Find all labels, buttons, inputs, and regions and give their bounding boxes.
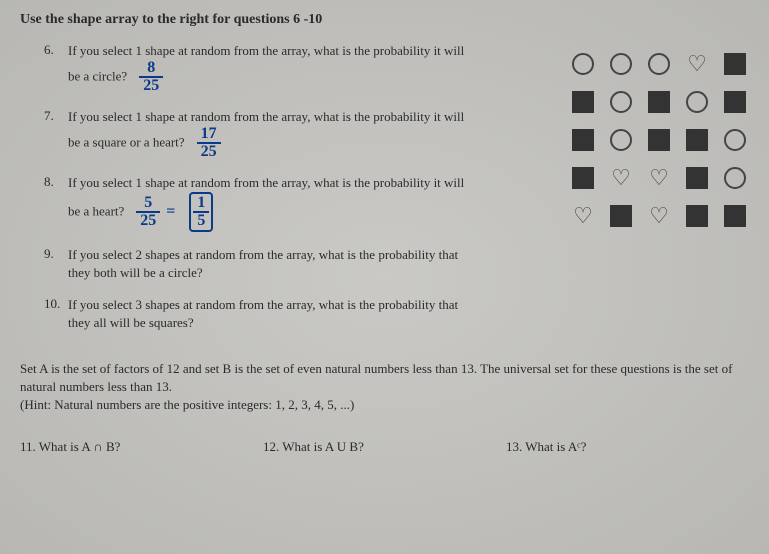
q9-text: If you select 2 shapes at random from th…: [68, 247, 458, 280]
shape-heart: ♡: [647, 204, 671, 228]
section-header: Use the shape array to the right for que…: [20, 12, 749, 28]
shape-heart: ♡: [685, 52, 709, 76]
set-hint: (Hint: Natural numbers are the positive …: [20, 396, 749, 414]
shape-square: [571, 90, 595, 114]
shape-circle: [609, 52, 633, 76]
shape-square: [723, 52, 747, 76]
q8-answer-2: 1 5: [189, 192, 213, 232]
shape-array: ♡ ♡ ♡ ♡ ♡: [571, 52, 753, 234]
q7-text: If you select 1 shape at random from the…: [68, 109, 464, 150]
q9-number: 9.: [44, 246, 64, 262]
q6-text: If you select 1 shape at random from the…: [68, 43, 464, 84]
shape-circle: [609, 128, 633, 152]
shape-square: [609, 204, 633, 228]
shape-square: [647, 90, 671, 114]
shape-square: [723, 90, 747, 114]
q10-text: If you select 3 shapes at random from th…: [68, 297, 458, 330]
q7-answer: 17 25: [197, 126, 221, 160]
shape-heart: ♡: [609, 166, 633, 190]
question-11: 11. What is A ∩ B?: [20, 439, 263, 455]
shape-square: [571, 166, 595, 190]
shape-circle: [723, 128, 747, 152]
shape-square: [571, 128, 595, 152]
shape-circle: [723, 166, 747, 190]
shape-square: [685, 166, 709, 190]
shape-square: [685, 128, 709, 152]
bottom-question-row: 11. What is A ∩ B? 12. What is A U B? 13…: [20, 439, 749, 455]
shape-square: [685, 204, 709, 228]
shape-square: [647, 128, 671, 152]
shape-heart: ♡: [647, 166, 671, 190]
shape-circle: [609, 90, 633, 114]
q8-equals: =: [166, 203, 175, 220]
q8-text: If you select 1 shape at random from the…: [68, 175, 464, 219]
question-12: 12. What is A U B?: [263, 439, 506, 455]
set-section: Set A is the set of factors of 12 and se…: [20, 360, 749, 415]
shape-circle: [647, 52, 671, 76]
q6-number: 6.: [44, 42, 64, 58]
question-6: 6. If you select 1 shape at random from …: [44, 42, 474, 94]
q8-number: 8.: [44, 174, 64, 190]
set-description: Set A is the set of factors of 12 and se…: [20, 360, 749, 396]
question-10: 10. If you select 3 shapes at random fro…: [44, 296, 474, 332]
question-8: 8. If you select 1 shape at random from …: [44, 174, 474, 232]
shape-heart: ♡: [571, 204, 595, 228]
q10-number: 10.: [44, 296, 64, 312]
q8-answer-1: 5 25: [136, 195, 160, 229]
shape-square: [723, 204, 747, 228]
question-9: 9. If you select 2 shapes at random from…: [44, 246, 474, 282]
q6-answer: 8 25: [139, 60, 163, 94]
q7-number: 7.: [44, 108, 64, 124]
shape-circle: [685, 90, 709, 114]
question-13: 13. What is Aᶜ?: [506, 439, 749, 455]
question-7: 7. If you select 1 shape at random from …: [44, 108, 474, 160]
shape-circle: [571, 52, 595, 76]
